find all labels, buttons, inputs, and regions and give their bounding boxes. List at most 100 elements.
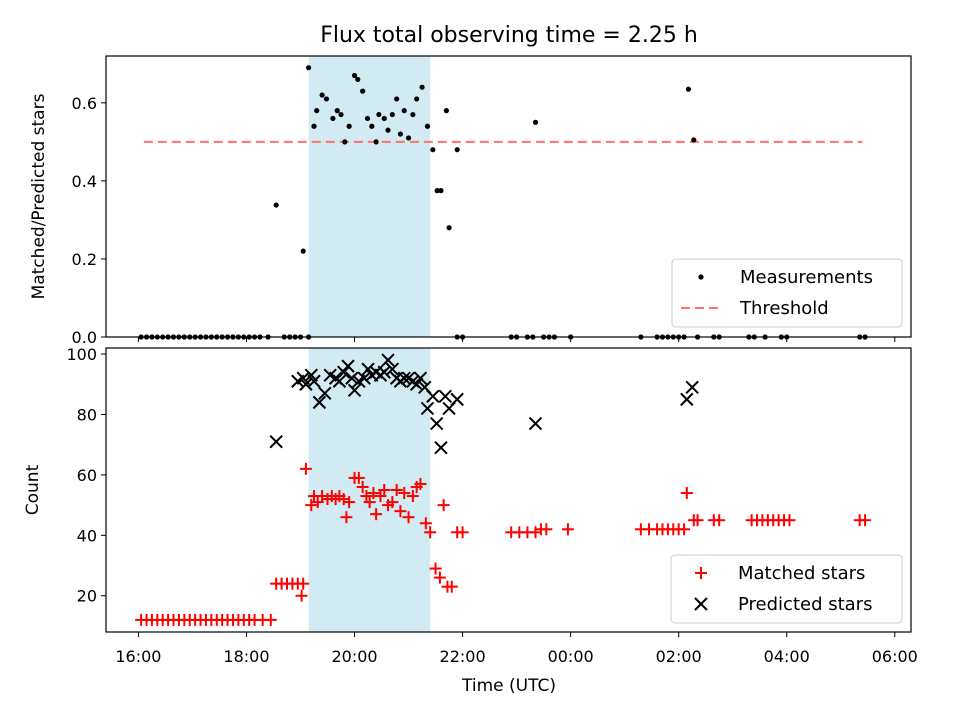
y-tick-label: 0.0 <box>72 328 97 347</box>
legend-measurements-marker <box>698 274 704 280</box>
legend-threshold-label: Threshold <box>739 298 829 319</box>
measurement-point <box>430 147 436 153</box>
matched-star-point <box>264 613 277 626</box>
predicted-star-point <box>312 395 327 410</box>
matched-star-point <box>445 580 458 593</box>
measurement-point <box>342 139 348 145</box>
predicted-star-point <box>528 416 543 431</box>
matched-star-point <box>340 511 353 524</box>
matched-star-point <box>859 514 872 527</box>
x-tick-label: 06:00 <box>872 647 918 666</box>
y-tick-label: 0.6 <box>72 94 97 113</box>
bottom-panel-frame <box>105 347 912 633</box>
legend-measurements-label: Measurements <box>740 267 873 288</box>
matched-star-point <box>414 477 427 490</box>
x-tick-label: 16:00 <box>115 647 161 666</box>
measurement-point <box>424 123 431 129</box>
predicted-star-point <box>434 440 448 455</box>
measurement-point <box>273 202 279 208</box>
measurement-point <box>401 108 407 114</box>
legend-predicted-label: Predicted stars <box>738 594 872 615</box>
top-y-ticks: 0.0 0.2 0.4 0.6 <box>72 94 106 347</box>
matched-star-point <box>299 462 312 475</box>
measurement-point <box>454 147 460 153</box>
measurement-point <box>389 111 395 118</box>
predicted-star-point <box>332 374 347 388</box>
measurement-point <box>373 139 379 145</box>
predicted-star-point <box>299 377 313 391</box>
bottom-legend-box <box>670 554 903 624</box>
predicted-star-point <box>409 377 424 391</box>
measurement-point <box>314 108 320 114</box>
matched-star-point <box>437 499 450 512</box>
matched-star-point <box>561 523 574 536</box>
predicted-star-point <box>426 389 440 404</box>
matched-star-point <box>713 514 726 527</box>
matched-star-point <box>305 499 318 512</box>
y-tick-label: 60 <box>77 466 97 485</box>
measurement-point <box>319 92 325 98</box>
x-tick-label: 00:00 <box>548 647 594 666</box>
top-legend-box <box>671 258 903 328</box>
measurement-point <box>369 123 375 129</box>
measurement-point <box>446 225 452 231</box>
y-tick-label: 20 <box>77 587 97 606</box>
x-axis-label: Time (UTC) <box>461 676 556 696</box>
measurement-point <box>334 108 340 114</box>
predicted-star-point <box>337 365 351 379</box>
matched-star-point <box>295 589 308 602</box>
predicted-star-point <box>429 416 444 431</box>
measurement-point <box>419 84 425 90</box>
predicted-star-point <box>381 353 395 367</box>
bottom-panel: 20 40 60 80 100 16:00 18:00 20:00 22:00 00:00 02:… <box>23 345 918 696</box>
measurement-point <box>385 127 391 133</box>
x-tick-label: 02:00 <box>656 647 702 666</box>
bottom-x-ticks: 16:00 18:00 20:00 22:00 00:00 02:00 04:00 06:00 <box>115 632 918 666</box>
predicted-star-point <box>269 434 283 449</box>
y-tick-label: 0.2 <box>72 250 97 269</box>
measurement-point <box>532 119 539 125</box>
y-tick-label: 80 <box>77 405 97 424</box>
x-tick-label: 20:00 <box>331 647 377 666</box>
matched-star-point <box>783 514 796 527</box>
predicted-star-point <box>357 371 371 385</box>
predicted-star-point <box>450 392 464 407</box>
predicted-star-point <box>361 362 375 376</box>
y-tick-label: 0.4 <box>72 172 97 191</box>
measurement-point <box>410 111 416 118</box>
measurement-point <box>394 96 400 102</box>
chart-title: Flux total observing time = 2.25 h <box>320 23 698 48</box>
predicted-star-point <box>438 389 452 404</box>
predicted-star-point <box>307 374 321 388</box>
bottom-y-axis-label: Count <box>23 464 43 515</box>
measurement-point <box>405 135 412 141</box>
bottom-legend: Matched stars Predicted stars <box>670 554 903 624</box>
matched-star-point <box>540 523 553 536</box>
predicted-star-point <box>413 371 428 385</box>
matched-star-point <box>311 496 324 509</box>
matched-stars-points <box>135 462 872 626</box>
predicted-star-point <box>685 380 699 394</box>
highlight-span <box>308 56 431 337</box>
predicted-star-point <box>680 392 694 407</box>
measurement-point <box>351 72 358 79</box>
measurement-point <box>438 188 444 194</box>
legend-matched-label: Matched stars <box>738 563 865 584</box>
matched-star-point <box>363 496 376 509</box>
matched-star-point <box>419 517 432 530</box>
top-panel: 0.0 0.2 0.4 0.6 Matched/Predicted stars Mea… <box>29 55 912 347</box>
measurement-point <box>306 65 312 71</box>
y-tick-label: 40 <box>77 526 97 545</box>
y-tick-label: 100 <box>66 345 97 364</box>
matched-star-point <box>352 471 365 484</box>
measurement-point <box>330 115 336 122</box>
measurement-point <box>346 123 352 129</box>
predicted-star-point <box>341 359 355 373</box>
predicted-star-point <box>385 362 400 376</box>
matched-star-point <box>456 526 469 539</box>
legend-predicted-marker <box>694 597 708 611</box>
measurement-point <box>381 115 387 122</box>
measurement-point <box>691 137 697 143</box>
matched-star-point <box>390 484 403 496</box>
highlight-span <box>308 348 431 632</box>
